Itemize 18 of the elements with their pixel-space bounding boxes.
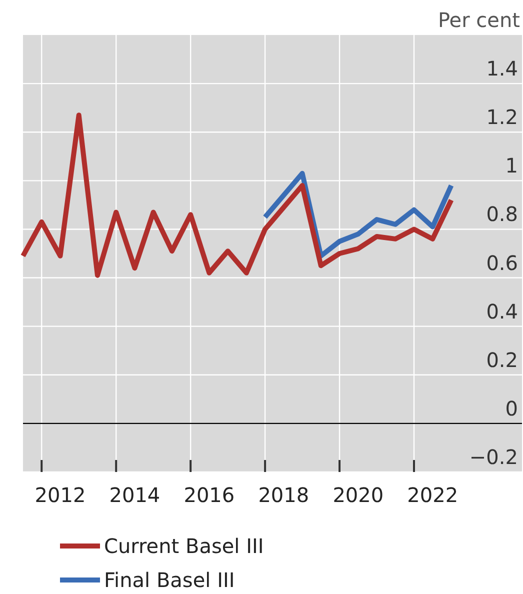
x-tick-label: 2022 bbox=[407, 483, 458, 507]
y-tick-label: −0.2 bbox=[469, 445, 518, 469]
x-tick-label: 2012 bbox=[34, 483, 86, 507]
y-tick-label: 0.6 bbox=[486, 250, 518, 275]
y-tick-label: 0.2 bbox=[486, 348, 518, 372]
y-tick-label: 0.4 bbox=[486, 299, 518, 324]
legend-label: Current Basel III bbox=[104, 534, 264, 558]
x-tick-label: 2016 bbox=[184, 483, 235, 507]
y-axis-title: Per cent bbox=[438, 8, 520, 32]
y-tick-label: 0 bbox=[505, 396, 518, 420]
y-tick-label: 1.4 bbox=[486, 56, 518, 81]
y-tick-label: 1.2 bbox=[486, 105, 518, 130]
legend-label: Final Basel III bbox=[104, 568, 235, 592]
y-tick-label: 0.8 bbox=[486, 202, 518, 226]
x-tick-label: 2014 bbox=[109, 483, 160, 507]
y-tick-label: 1 bbox=[505, 154, 518, 178]
x-tick-label: 2018 bbox=[258, 483, 310, 507]
x-tick-label: 2020 bbox=[332, 483, 384, 507]
